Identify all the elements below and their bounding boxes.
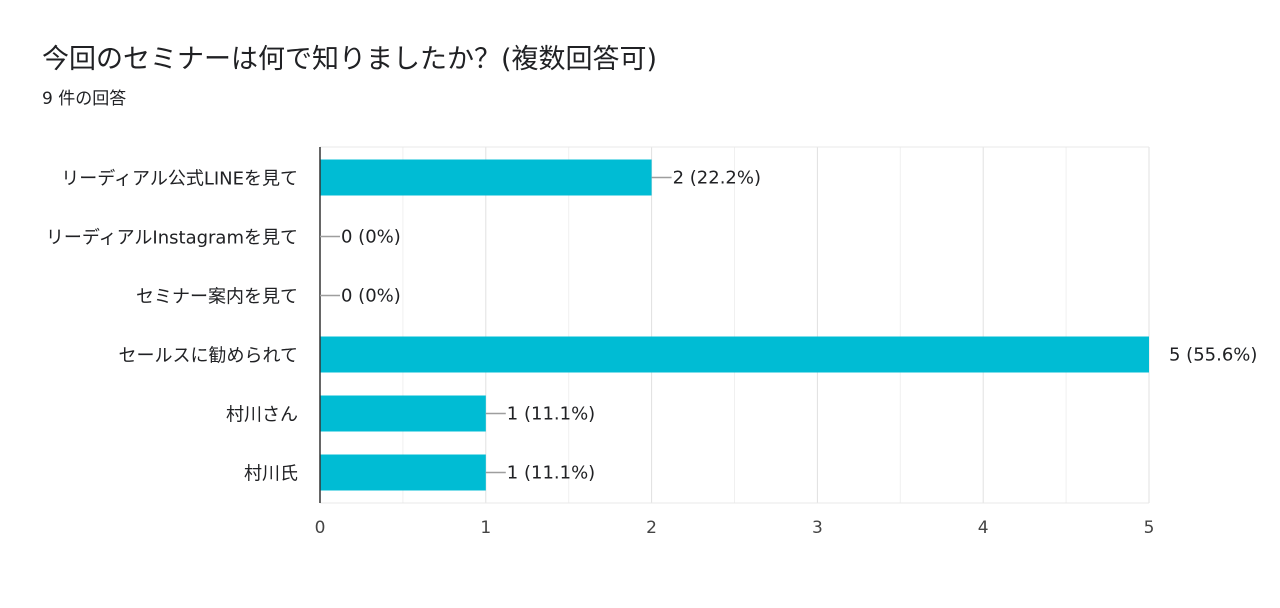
- data-label: 2 (22.2%): [673, 168, 761, 189]
- data-label: 1 (11.1%): [507, 404, 595, 425]
- data-label: 0 (0%): [341, 286, 401, 307]
- data-label: 1 (11.1%): [507, 463, 595, 484]
- x-tick-label: 5: [1144, 518, 1155, 538]
- bar[interactable]: [320, 159, 652, 196]
- bar[interactable]: [320, 336, 1149, 373]
- response-count: 9 件の回答: [42, 89, 127, 109]
- chart-title: 今回のセミナーは何で知りましたか？(複数回答可): [42, 44, 658, 75]
- category-label: セールスに勧められて: [119, 346, 298, 367]
- category-label: 村川さん: [226, 405, 298, 426]
- bar[interactable]: [320, 395, 486, 432]
- data-label: 0 (0%): [341, 227, 401, 248]
- x-tick-label: 4: [978, 518, 989, 538]
- category-label: リーディアル公式LINEを見て: [61, 169, 298, 190]
- bar[interactable]: [320, 454, 486, 491]
- x-tick-label: 1: [480, 518, 491, 538]
- x-tick-label: 2: [646, 518, 657, 538]
- category-label: 村川氏: [244, 464, 298, 485]
- labels: 2 (22.2%) リーディアル公式LINEを見て 0 (0%) リーディアルInst…: [46, 168, 1258, 539]
- category-label: セミナー案内を見て: [136, 287, 298, 308]
- bars: [320, 159, 1149, 491]
- x-tick-label: 3: [812, 518, 823, 538]
- x-tick-label: 0: [315, 518, 326, 538]
- grid-lines: [320, 146, 1150, 504]
- data-label: 5 (55.6%): [1169, 345, 1257, 366]
- category-label: リーディアルInstagramを見て: [46, 228, 298, 249]
